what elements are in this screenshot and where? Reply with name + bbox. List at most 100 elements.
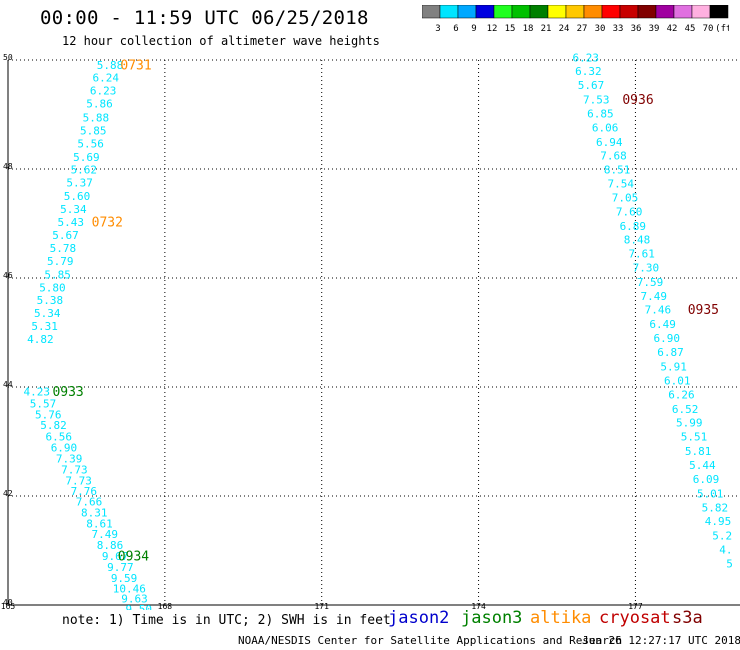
pass-time-label: 0934: [118, 550, 149, 565]
colorbar-label: 24: [559, 24, 570, 33]
wave-height-point: 7.66: [76, 496, 103, 509]
wave-height-point: 5.76: [35, 408, 62, 421]
colorbar-label: 15: [505, 24, 516, 33]
wave-height-point: 4.23: [24, 385, 51, 398]
wave-height-point: 5.01: [697, 487, 724, 500]
wave-height-point: 7.68: [600, 149, 627, 162]
x-tick-label: 174: [471, 602, 486, 610]
wave-height-point: 6.52: [672, 403, 699, 416]
satellite-legend-altika: altika: [530, 608, 592, 628]
credit-line: NOAA/NESDIS Center for Satellite Applica…: [238, 634, 623, 647]
wave-height-point: 4.: [719, 544, 732, 557]
wave-height-point: 9.59: [111, 572, 138, 585]
wave-height-point: 6.90: [654, 332, 681, 345]
wave-height-point: 6.01: [664, 375, 691, 388]
wave-height-point: 8.48: [624, 233, 651, 246]
wave-height-point: 5.85: [80, 124, 107, 137]
colorbar-label: 36: [631, 24, 642, 33]
colorbar-swatch: [709, 5, 729, 19]
wave-height-point: 5.69: [73, 151, 100, 164]
wave-height-point: 6.24: [93, 72, 120, 85]
colorbar-label: (ft): [715, 24, 729, 33]
colorbar-label: 18: [523, 24, 534, 33]
wave-height-point: 6.23: [90, 85, 117, 98]
wave-height-point: 7.73: [65, 474, 92, 487]
colorbar-label: 6: [453, 24, 458, 33]
wave-height-point: 5.78: [50, 242, 77, 255]
colorbar-label: 42: [667, 24, 678, 33]
y-tick-label: 40: [3, 598, 13, 607]
pass-time-label: 0731: [120, 58, 151, 73]
wave-height-point: 5.88: [97, 59, 124, 72]
generated-timestamp: Jun 26 12:27:17 UTC 2018: [582, 634, 740, 647]
wave-height-point: 7.49: [640, 290, 667, 303]
wave-height-point: 8.51: [604, 164, 631, 177]
wave-height-point: 7.05: [612, 191, 639, 204]
pass-time-label: 0933: [52, 385, 83, 400]
wave-height-point: 9.50: [125, 603, 152, 610]
x-tick-label: 177: [628, 602, 643, 610]
wave-height-point: 5.99: [676, 417, 703, 430]
pass-time-label: 0936: [622, 93, 653, 108]
satellite-legend-jason2: jason2: [388, 608, 450, 628]
colorbar-label: 70: [703, 24, 714, 33]
wave-height-point: 6.87: [657, 346, 684, 359]
wave-height-point: 7.39: [56, 452, 83, 465]
wave-height-point: 5: [726, 558, 733, 571]
x-tick-label: 168: [158, 602, 173, 610]
wave-height-point: 6.90: [51, 442, 78, 455]
colorbar-label: 27: [577, 24, 588, 33]
wave-height-point: 6.85: [587, 108, 614, 121]
colorbar-label: 3: [435, 24, 440, 33]
wave-height-point: 5.2: [712, 529, 732, 542]
wave-height-point: 8.61: [86, 517, 113, 530]
wave-height-point: 7.49: [91, 528, 118, 541]
wave-height-point: 5.34: [34, 307, 61, 320]
satellite-legend-jason3: jason3: [461, 608, 523, 628]
wave-height-point: 10.46: [113, 583, 146, 596]
wave-height-point: 9.77: [107, 561, 134, 574]
wave-height-point: 7.73: [61, 463, 88, 476]
wave-height-point: 5.67: [578, 79, 605, 92]
wave-height-point: 6.89: [620, 220, 647, 233]
chart-title: 00:00 - 11:59 UTC 06/25/2018: [40, 7, 369, 29]
wave-height-point: 5.38: [37, 294, 64, 307]
wave-height-point: 6.32: [575, 65, 602, 78]
colorbar-label: 33: [613, 24, 624, 33]
chart-subtitle: 12 hour collection of altimeter wave hei…: [62, 34, 380, 48]
wave-height-point: 5.44: [689, 459, 716, 472]
wave-height-point: 5.82: [40, 419, 67, 432]
wave-height-point: 7.54: [608, 177, 635, 190]
wave-height-point: 5.56: [77, 137, 104, 150]
wave-height-point: 8.86: [97, 539, 124, 552]
wave-height-point: 7.30: [633, 262, 660, 275]
wave-height-point: 5.57: [30, 397, 57, 410]
wave-height-point: 5.88: [83, 111, 110, 124]
plot-area: 165 168 171 174 1774042444648505.886.246.235…: [1, 51, 740, 610]
wave-height-point: 9.67: [102, 550, 129, 563]
x-tick-label: 165: [1, 602, 16, 610]
wave-height-point: 7.76: [71, 485, 98, 498]
wave-height-point: 5.60: [64, 190, 91, 203]
colorbar-label: 21: [541, 24, 552, 33]
colorbar-label: 39: [649, 24, 660, 33]
wave-height-point: 6.56: [45, 431, 72, 444]
colorbar-label: 12: [487, 24, 498, 33]
wave-height-point: 7.53: [583, 93, 610, 106]
wave-height-point: 5.62: [71, 164, 98, 177]
wave-height-point: 5.82: [702, 502, 729, 515]
wave-height-point: 5.85: [44, 268, 71, 281]
wave-height-point: 5.34: [60, 203, 87, 216]
wave-height-point: 4.82: [27, 333, 54, 346]
wave-height-point: 8.31: [81, 506, 108, 519]
y-tick-label: 48: [3, 162, 13, 171]
wave-height-point: 5.81: [685, 445, 712, 458]
wave-height-point: 5.31: [31, 320, 58, 333]
wave-height-point: 5.80: [39, 281, 66, 294]
y-tick-label: 42: [3, 489, 13, 498]
colorbar-label: 9: [471, 24, 476, 33]
wave-height-point: 5.51: [681, 431, 708, 444]
colorbar-label: 45: [685, 24, 696, 33]
wave-height-point: 6.49: [649, 318, 676, 331]
